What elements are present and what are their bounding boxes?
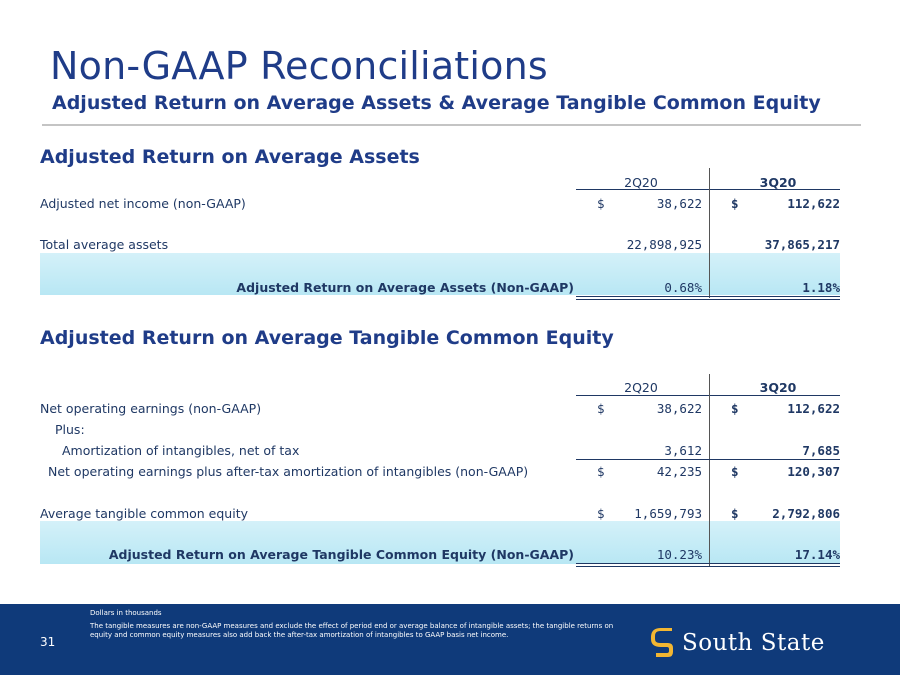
south-state-logo: South State xyxy=(650,626,868,660)
rotce-result-3q20: 17.14% xyxy=(794,547,840,562)
roaa-row-label: Total average assets xyxy=(40,237,169,252)
rotce-row-dollar-3q20: $ xyxy=(731,401,739,416)
rotce-result-double-underline xyxy=(576,566,840,567)
units-note: Dollars in thousands xyxy=(90,609,162,617)
roaa-row-value-3q20: 37,865,217 xyxy=(764,237,840,252)
rotce-row-label: Net operating earnings plus after-tax am… xyxy=(48,464,529,479)
roaa-row-value-2q20: 38,622 xyxy=(656,196,702,211)
rotce-row-value-3q20: 2,792,806 xyxy=(772,506,840,521)
roaa-row-value-3q20: 112,622 xyxy=(787,196,840,211)
rotce-row-dollar-2q20: $ xyxy=(597,464,605,479)
rotce-section-title: Adjusted Return on Average Tangible Comm… xyxy=(40,327,614,349)
roaa-col-3q20: 3Q20 xyxy=(759,175,797,190)
rotce-row-label: Net operating earnings (non-GAAP) xyxy=(40,401,262,416)
rotce-result-label: Adjusted Return on Average Tangible Comm… xyxy=(108,547,574,562)
rotce-header-underline xyxy=(576,395,840,396)
rotce-row-label: Amortization of intangibles, net of tax xyxy=(62,443,300,458)
rotce-row-dollar-3q20: $ xyxy=(731,506,739,521)
rotce-row-value-2q20: 3,612 xyxy=(664,443,702,458)
page-title: Non-GAAP Reconciliations xyxy=(50,44,548,88)
rotce-row-value-3q20: 120,307 xyxy=(787,464,840,479)
logo-wordmark: South State xyxy=(682,630,825,656)
roaa-result-band xyxy=(40,253,840,295)
roaa-row-dollar-3q20: $ xyxy=(731,196,739,211)
rotce-row-label: Average tangible common equity xyxy=(40,506,249,521)
rotce-row-value-3q20: 7,685 xyxy=(802,443,840,458)
rotce-row-dollar-2q20: $ xyxy=(597,401,605,416)
definition-note: The tangible measures are non-GAAP measu… xyxy=(90,622,614,639)
roaa-result-3q20: 1.18% xyxy=(802,280,840,295)
roaa-row-dollar-2q20: $ xyxy=(597,196,605,211)
roaa-result-label: Adjusted Return on Average Assets (Non-G… xyxy=(236,280,574,295)
rotce-result-2q20: 10.23% xyxy=(656,547,702,562)
roaa-result-underline xyxy=(576,296,840,297)
rotce-row-value-2q20: 1,659,793 xyxy=(634,506,702,521)
page-number: 31 xyxy=(40,635,56,649)
rotce-col-2q20: 2Q20 xyxy=(624,380,658,395)
rotce-col-3q20: 3Q20 xyxy=(759,380,797,395)
rotce-subtotal-underline xyxy=(576,459,840,460)
south-state-logo-icon xyxy=(651,628,673,657)
roaa-header-underline xyxy=(576,189,840,190)
title-divider xyxy=(42,124,861,126)
rotce-row-dollar-2q20: $ xyxy=(597,506,605,521)
roaa-column-divider xyxy=(709,168,710,298)
roaa-row-value-2q20: 22,898,925 xyxy=(626,237,702,252)
rotce-row-dollar-3q20: $ xyxy=(731,464,739,479)
page-subtitle: Adjusted Return on Average Assets & Aver… xyxy=(52,92,821,114)
rotce-row-value-3q20: 112,622 xyxy=(787,401,840,416)
roaa-row-label: Adjusted net income (non-GAAP) xyxy=(40,196,246,211)
rotce-row-value-2q20: 38,622 xyxy=(656,401,702,416)
rotce-band-divider xyxy=(709,521,710,564)
rotce-row-value-2q20: 42,235 xyxy=(656,464,702,479)
roaa-col-2q20: 2Q20 xyxy=(624,175,658,190)
rotce-result-band xyxy=(40,521,840,564)
footer-bar xyxy=(0,604,900,675)
roaa-result-2q20: 0.68% xyxy=(664,280,702,295)
roaa-band-divider xyxy=(709,253,710,295)
roaa-result-double-underline xyxy=(576,299,840,300)
rotce-column-divider xyxy=(709,374,710,566)
rotce-row-label: Plus: xyxy=(55,422,85,437)
roaa-section-title: Adjusted Return on Average Assets xyxy=(40,146,420,168)
rotce-result-underline xyxy=(576,563,840,564)
